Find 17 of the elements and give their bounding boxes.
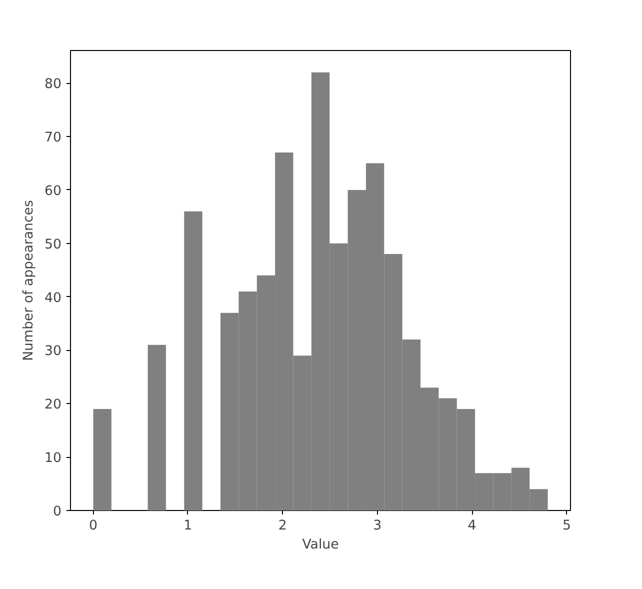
y-tick-label: 30: [44, 344, 62, 360]
x-tick-label: 1: [184, 518, 192, 534]
y-tick-label: 10: [44, 451, 62, 466]
x-axis-title: Value: [302, 538, 339, 552]
y-tick-label: 0: [53, 504, 62, 520]
y-tick-label: 70: [44, 130, 62, 146]
x-tick-label: 4: [468, 518, 476, 534]
y-axis-title: Number of appearances: [22, 200, 37, 361]
y-tick-label: 80: [44, 77, 62, 92]
x-tick-label: 3: [373, 518, 382, 534]
y-tick-label: 50: [44, 237, 62, 252]
y-tick-label: 40: [44, 290, 62, 306]
x-tick-label: 2: [278, 518, 287, 534]
y-tick-label: 60: [44, 184, 62, 199]
x-tick-label: 0: [88, 518, 98, 534]
x-tick-label: 5: [562, 518, 571, 534]
y-tick-label: 20: [44, 398, 62, 413]
